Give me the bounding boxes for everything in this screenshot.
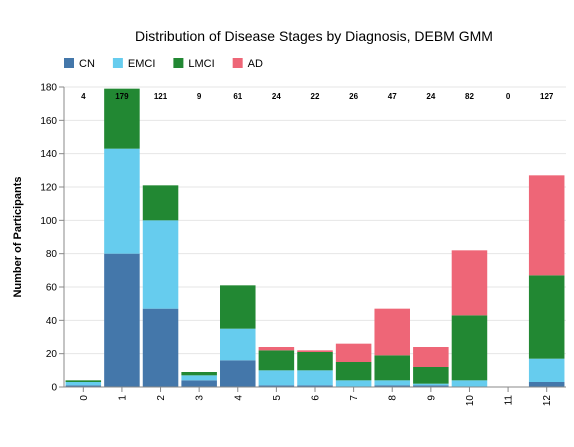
bar-emci-2: [142, 220, 179, 309]
y-tick-label: 160: [40, 116, 57, 127]
bar-cn-3: [181, 380, 217, 387]
legend-swatch-cn: [64, 58, 74, 68]
bar-ad-8: [374, 308, 410, 356]
bar-cn-6: [297, 385, 333, 387]
bar-emci-7: [335, 380, 372, 387]
bar-cn-2: [142, 308, 179, 387]
bar-emci-3: [181, 375, 217, 381]
x-tick-label-2: 2: [156, 395, 167, 401]
total-label-2: 121: [154, 92, 168, 101]
legend-label-emci: EMCI: [128, 58, 156, 70]
bar-cn-8: [374, 385, 410, 387]
total-label-6: 22: [311, 92, 320, 101]
bar-lmci-8: [374, 355, 410, 381]
bar-cn-1: [104, 253, 140, 387]
bar-lmci-5: [258, 350, 295, 371]
x-tick-label-11: 11: [504, 395, 515, 406]
bar-emci-0: [65, 382, 102, 386]
bar-ad-12: [528, 175, 565, 276]
x-tick-label-0: 0: [79, 395, 90, 401]
total-label-10: 82: [465, 92, 474, 101]
y-tick-label: 180: [40, 83, 57, 94]
bar-emci-9: [413, 383, 449, 386]
bar-emci-4: [220, 328, 256, 361]
y-ticks: 0 20 40 60 80 100 120 140 160 180: [40, 83, 64, 394]
bar-lmci-7: [335, 362, 372, 381]
total-label-8: 47: [388, 92, 397, 101]
y-tick-label: 100: [40, 216, 57, 227]
total-label-0: 4: [81, 92, 86, 101]
bar-emci-5: [258, 370, 295, 386]
bar-cn-0: [65, 385, 102, 387]
bars: [65, 88, 565, 387]
legend-swatch-emci: [112, 58, 123, 68]
bar-emci-12: [528, 358, 565, 382]
x-tick-label-12: 12: [542, 395, 553, 407]
bar-cn-5: [258, 385, 295, 387]
bar-lmci-1: [104, 88, 140, 149]
total-label-3: 9: [197, 92, 202, 101]
bar-lmci-12: [528, 275, 565, 359]
y-tick-label: 120: [40, 183, 57, 194]
x-ticks: 0 1 2 3 4 5 6 7 8 9 10 11 12: [79, 387, 553, 406]
bar-lmci-10: [451, 315, 488, 381]
bar-ad-7: [335, 343, 372, 362]
bar-lmci-9: [413, 367, 449, 384]
total-label-11: 0: [506, 92, 511, 101]
y-axis-label: Number of Participants: [12, 176, 24, 297]
total-label-5: 24: [272, 92, 281, 101]
x-tick-label-10: 10: [465, 395, 476, 407]
y-tick-label: 140: [40, 149, 57, 160]
bar-emci-8: [374, 380, 410, 386]
total-label-4: 61: [233, 92, 242, 101]
legend-label-ad: AD: [248, 58, 263, 70]
bar-cn-9: [413, 385, 449, 387]
legend: CN EMCI LMCI AD: [64, 58, 263, 70]
bar-lmci-2: [142, 185, 179, 221]
bar-totals: 4 179 121 9 61 24 22 26 47 24 82 0 127: [81, 92, 554, 101]
bar-ad-6: [297, 350, 333, 352]
legend-label-lmci: LMCI: [188, 58, 214, 70]
legend-swatch-ad: [232, 58, 243, 68]
chart-title: Distribution of Disease Stages by Diagno…: [135, 28, 493, 44]
total-label-1: 179: [115, 92, 129, 101]
x-tick-label-3: 3: [195, 395, 206, 401]
y-tick-label: 20: [46, 349, 58, 360]
bar-ad-10: [451, 250, 488, 316]
bar-emci-10: [451, 380, 488, 387]
x-tick-label-9: 9: [426, 395, 437, 401]
total-label-12: 127: [540, 92, 554, 101]
x-tick-label-1: 1: [117, 395, 128, 401]
bar-cn-4: [220, 360, 256, 387]
y-tick-label: 40: [46, 316, 58, 327]
bar-emci-1: [104, 148, 140, 254]
bar-cn-12: [528, 382, 565, 387]
bar-lmci-6: [297, 352, 333, 371]
legend-swatch-lmci: [173, 58, 184, 68]
x-tick-label-4: 4: [233, 395, 244, 401]
bar-lmci-0: [65, 380, 102, 382]
total-label-7: 26: [349, 92, 358, 101]
bar-ad-5: [258, 347, 295, 351]
x-tick-label-7: 7: [349, 395, 360, 401]
y-tick-label: 60: [46, 283, 58, 294]
x-tick-label-6: 6: [311, 395, 322, 401]
legend-label-cn: CN: [79, 58, 95, 70]
y-tick-label: 80: [46, 249, 58, 260]
bar-ad-9: [413, 347, 449, 367]
y-tick-label: 0: [51, 383, 57, 394]
total-label-9: 24: [426, 92, 435, 101]
x-tick-label-5: 5: [272, 395, 283, 401]
bar-emci-6: [297, 370, 333, 386]
bar-lmci-3: [181, 372, 217, 376]
x-tick-label-8: 8: [388, 395, 399, 401]
bar-lmci-4: [220, 285, 256, 329]
